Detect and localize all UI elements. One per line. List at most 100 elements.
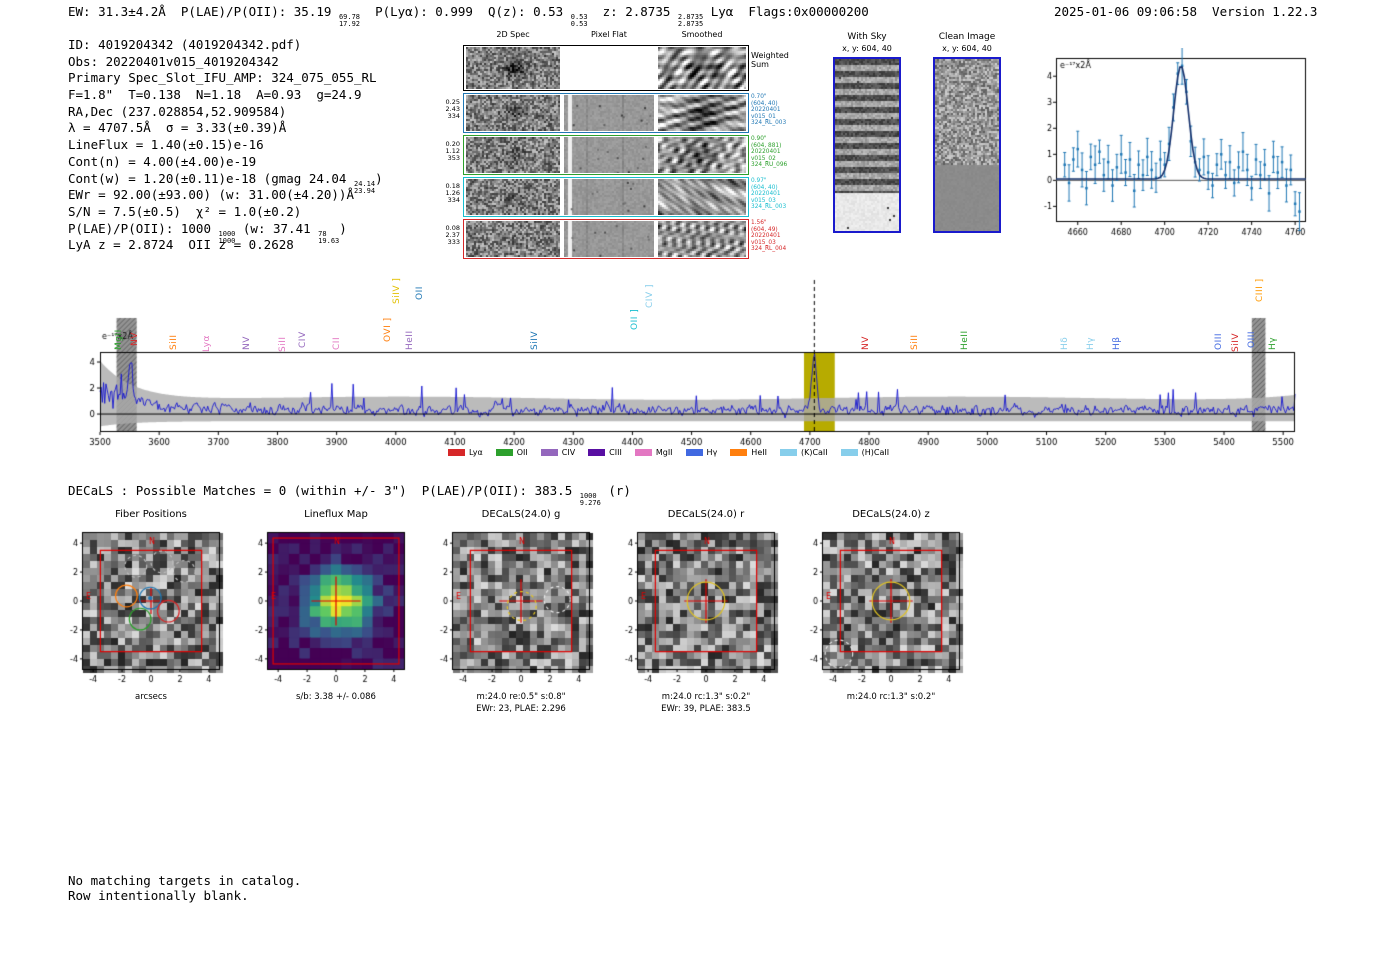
plae-w-upper: 78 bbox=[318, 229, 327, 238]
spec2d-row-1-pixelflat-image bbox=[564, 95, 654, 131]
decals-match-summary: DECaLS : Possible Matches = 0 (within +/… bbox=[68, 483, 631, 507]
spec2d-row-3-info-2: 20220401 bbox=[751, 191, 781, 197]
plae-value: P(LAE)/P(OII): 1000 bbox=[68, 220, 219, 236]
legend-swatch-icon-2 bbox=[540, 449, 558, 456]
plae-lower: 1000 bbox=[218, 236, 236, 245]
cont-w-value: Cont(w) = 1.20(±0.11)e-18 (gmag 24.04 bbox=[68, 170, 354, 186]
spec2d-row-2-weight-0: 0.20 bbox=[445, 140, 460, 148]
spec2d-row-4-info-4: 324_RL_004 bbox=[751, 246, 787, 252]
legend-item-1: OII bbox=[495, 448, 528, 457]
spec2d-weighted-2dspec-image bbox=[466, 47, 560, 89]
qz-upper: 0.53 bbox=[570, 13, 588, 21]
spec2d-row-2-weights: 0.20 1.12 353 bbox=[438, 140, 460, 163]
plya-qz-value: P(Lyα): 0.999 Q(z): 0.53 bbox=[360, 4, 571, 19]
plae-lower: 17.92 bbox=[338, 20, 361, 29]
clean-image-coords: x, y: 604, 40 bbox=[942, 44, 992, 53]
z-upper: 2.8735 bbox=[677, 13, 704, 21]
z-value: z: 2.8735 bbox=[587, 4, 678, 19]
spec2d-row-2-weight-1: 1.12 bbox=[445, 147, 460, 156]
spec2d-row-1-info-3: v015_01 bbox=[751, 113, 776, 120]
spec2d-row-1-weight-2: 334 bbox=[447, 112, 460, 121]
spec2d-row-2-info: 0.90" (604, 881) 20220401 v015_02 324_RU_096 bbox=[751, 136, 787, 169]
legend-item-7: (K)CaII bbox=[779, 448, 828, 457]
qz-range: 0.53 0.53 bbox=[570, 13, 588, 29]
info-line-lineflux: LineFlux = 1.40(±0.15)e-16 bbox=[68, 137, 264, 153]
spec2d-row-3-pixelflat-image bbox=[564, 179, 654, 215]
spec2d-row-1-info-0: 0.70" bbox=[751, 94, 767, 100]
info-line-cont-w: Cont(w) = 1.20(±0.11)e-18 (gmag 24.04 24… bbox=[68, 170, 383, 195]
gmag-upper: 24.14 bbox=[353, 179, 376, 188]
classification-label: Lyα bbox=[703, 4, 749, 19]
spec2d-col-title-2dspec: 2D Spec bbox=[496, 30, 530, 39]
cutout-caption-3: EWr: 39, PLAE: 383.5 bbox=[661, 704, 751, 714]
legend-item-6: HeII bbox=[730, 448, 767, 457]
footer-no-matches: No matching targets in catalog. bbox=[68, 873, 302, 888]
legend-label-4: MgII bbox=[655, 448, 673, 457]
legend-item-3: CIII bbox=[588, 448, 622, 457]
spec2d-weighted-sum-label: Weighted Sum bbox=[751, 51, 789, 69]
spec2d-row-3-info-4: 324_RL_003 bbox=[751, 204, 787, 210]
cutout-xlabel-2: m:24.0 re:0.5" s:0.8" bbox=[476, 692, 566, 702]
spec2d-row-3-info-3: v015_03 bbox=[751, 197, 776, 204]
info-line-slot: Primary Spec_Slot_IFU_AMP: 324_075_055_R… bbox=[68, 70, 377, 86]
qz-lower: 0.53 bbox=[570, 20, 588, 29]
info-line-cont-n: Cont(n) = 4.00(±4.00)e-19 bbox=[68, 153, 257, 169]
spec2d-row-4-weight-1: 2.37 bbox=[445, 231, 460, 240]
ew-value: EW: 31.3±4.2Å bbox=[68, 4, 181, 19]
cutout-title-3: DECaLS(24.0) r bbox=[667, 509, 745, 520]
spec2d-row-3-box bbox=[463, 177, 749, 217]
decals-plae-upper: 1000 bbox=[579, 492, 597, 500]
spec2d-row-2-pixelflat-image bbox=[564, 137, 654, 173]
plae-close: ) bbox=[339, 220, 347, 236]
spectrum-legend: Lyα OII CIV CIII MgII Hγ HeII (K)CaII (H)CaII bbox=[448, 448, 889, 457]
legend-swatch-icon-8 bbox=[840, 449, 858, 456]
spec2d-row-3-weights: 0.18 1.26 334 bbox=[438, 182, 460, 205]
decals-plae-lower: 9.276 bbox=[579, 499, 601, 508]
cutout-lineflux-map bbox=[240, 524, 412, 690]
decals-band-label: (r) bbox=[600, 483, 631, 498]
cont-w-close: ) bbox=[375, 170, 383, 186]
spec2d-row-3-info-1: (604, 40) bbox=[751, 184, 778, 191]
weighted-label-line1: Weighted bbox=[751, 51, 789, 60]
spec2d-row-3-2dspec-image bbox=[466, 179, 560, 215]
spec2d-weighted-smoothed-image bbox=[658, 47, 746, 89]
info-line-wavelength: λ = 4707.5Å σ = 3.33(±0.39)Å bbox=[68, 120, 287, 136]
spec2d-row-4-info: 1.56" (604, 49) 20220401 v015_03 324_RL_004 bbox=[751, 220, 786, 253]
legend-label-0: Lyα bbox=[469, 448, 483, 457]
z-lower: 2.8735 bbox=[677, 20, 704, 29]
cutout-xlabel-4: m:24.0 rc:1.3" s:0.2" bbox=[846, 692, 936, 702]
legend-label-6: HeII bbox=[751, 448, 767, 457]
legend-label-5: Hγ bbox=[706, 448, 718, 457]
info-line-ewr: EWr = 92.00(±93.00) (w: 31.00(±4.20))Å bbox=[68, 187, 354, 203]
spec2d-row-1-info-1: (604, 40) bbox=[751, 100, 778, 107]
spec2d-col-title-pixelflat: Pixel Flat bbox=[591, 30, 627, 39]
legend-swatch-icon-4 bbox=[634, 449, 652, 456]
plae-w-range: 78 19.63 bbox=[318, 229, 339, 245]
spec2d-row-1-info-4: 324_RL_003 bbox=[751, 120, 787, 126]
legend-label-7: (K)CaII bbox=[800, 448, 828, 457]
spec2d-row-1-weights: 0.25 2.43 334 bbox=[438, 98, 460, 121]
decals-summary-text: DECaLS : Possible Matches = 0 (within +/… bbox=[68, 483, 580, 498]
zoomed-emission-line-chart bbox=[1036, 48, 1312, 244]
spec2d-row-3-weight-2: 334 bbox=[447, 196, 460, 205]
spec2d-row-2-weight-2: 353 bbox=[447, 154, 460, 163]
cutout-decals-r bbox=[610, 524, 782, 690]
decals-plae-range: 1000 9.276 bbox=[579, 492, 601, 508]
plae-upper: 69.78 bbox=[338, 13, 361, 21]
cutout-title-4: DECaLS(24.0) z bbox=[852, 509, 930, 520]
spec2d-row-4-2dspec-image bbox=[466, 221, 560, 257]
cutout-xlabel-1: s/b: 3.38 +/- 0.086 bbox=[296, 692, 376, 702]
gmag-lower: 23.94 bbox=[353, 186, 376, 195]
legend-swatch-icon-7 bbox=[779, 449, 797, 456]
spec2d-row-4-box bbox=[463, 219, 749, 259]
report-datetime: 2025-01-06 09:06:58 bbox=[1054, 4, 1213, 19]
flags-value: Flags:0x00000200 bbox=[748, 4, 869, 19]
spec2d-row-1-weight-1: 2.43 bbox=[445, 105, 460, 114]
plae-w-value: (w: 37.41 bbox=[235, 220, 319, 236]
info-line-radec: RA,Dec (237.028854,52.909584) bbox=[68, 103, 287, 119]
legend-swatch-icon-3 bbox=[588, 449, 606, 456]
legend-label-3: CIII bbox=[609, 448, 622, 457]
spec2d-row-2-info-1: (604, 881) bbox=[751, 142, 782, 149]
spec2d-row-3-weight-1: 1.26 bbox=[445, 189, 460, 198]
